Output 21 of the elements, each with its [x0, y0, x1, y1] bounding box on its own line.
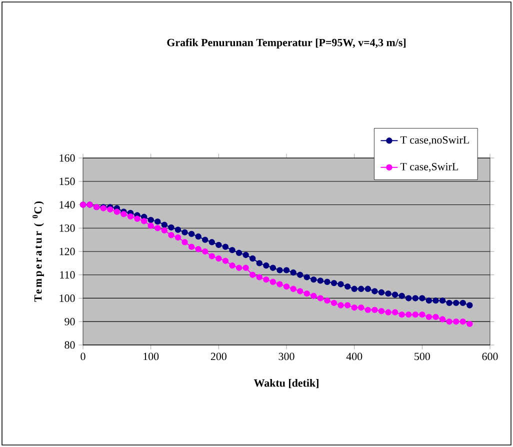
y-tick-label: 130	[60, 224, 75, 232]
chart-title: Grafik Penurunan Temperatur [P=95W, v=4,3 m/s]	[167, 38, 406, 48]
y-tick-label: 150	[60, 178, 75, 186]
x-tick-label: 100	[144, 352, 159, 360]
y-tick-label: 100	[60, 294, 75, 302]
legend-label: T case,SwirL	[400, 163, 458, 172]
x-tick-label: 0	[80, 352, 86, 360]
x-tick-label: 500	[414, 352, 430, 360]
x-tick-label: 200	[210, 352, 226, 360]
y-tick-label: 110	[60, 271, 75, 279]
y-tick-label: 90	[64, 318, 75, 326]
legend-label: T case,noSwirL	[400, 136, 469, 146]
y-tick-label: 80	[64, 341, 75, 349]
y-axis-title: Temperatur ( $^{0}$C)	[32, 201, 44, 302]
y-tick-label: 140	[60, 201, 75, 208]
x-axis-title: Waktu [detik]	[254, 379, 318, 388]
x-tick-label: 400	[346, 352, 362, 360]
y-tick-label: 120	[60, 248, 75, 256]
y-tick-label: 160	[60, 154, 75, 162]
x-tick-label: 600	[482, 352, 498, 360]
x-tick-label: 300	[278, 352, 294, 360]
